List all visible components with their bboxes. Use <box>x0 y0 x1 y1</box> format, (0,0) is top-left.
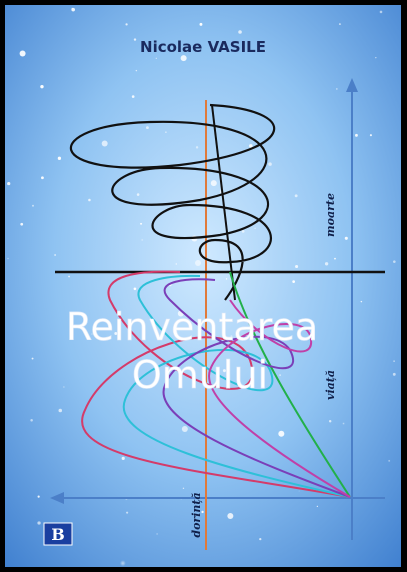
star <box>41 176 44 180</box>
label-dorinta: dorință <box>190 492 203 537</box>
star <box>31 357 34 360</box>
star <box>40 84 44 89</box>
star <box>156 532 159 536</box>
star <box>182 487 185 490</box>
star <box>114 332 118 335</box>
stars <box>7 7 396 567</box>
star <box>338 23 341 26</box>
star <box>278 430 285 437</box>
publisher-logo-text: B <box>51 525 65 544</box>
star <box>126 511 129 514</box>
star <box>336 88 338 90</box>
star <box>175 263 178 265</box>
star <box>147 50 149 52</box>
arrow-head <box>50 492 64 504</box>
red-curve <box>81 270 351 498</box>
star <box>225 278 228 280</box>
star <box>230 334 233 338</box>
star <box>32 204 34 207</box>
star <box>7 257 9 260</box>
star <box>54 254 56 256</box>
star <box>241 229 245 233</box>
star <box>254 227 256 230</box>
star <box>133 287 137 291</box>
star <box>165 131 167 133</box>
star <box>316 505 318 507</box>
star <box>279 374 281 377</box>
star <box>58 408 63 413</box>
star <box>125 23 128 26</box>
star <box>37 521 41 525</box>
purple-curve <box>162 278 351 498</box>
star <box>140 238 144 242</box>
black-axis <box>211 104 236 301</box>
star <box>344 236 348 240</box>
star <box>198 318 201 321</box>
star <box>295 264 299 269</box>
star <box>379 10 383 14</box>
star <box>392 372 396 376</box>
star <box>133 38 137 41</box>
star <box>180 55 187 62</box>
publisher-logo <box>43 522 73 546</box>
star <box>71 7 75 12</box>
star <box>222 369 226 373</box>
star <box>119 560 126 567</box>
star <box>181 425 188 432</box>
star <box>37 495 40 498</box>
star <box>324 262 329 266</box>
label-viata: viață <box>324 370 337 400</box>
star <box>20 222 24 226</box>
star <box>19 50 26 57</box>
star <box>131 95 135 98</box>
star <box>57 156 62 160</box>
star <box>63 386 65 388</box>
star <box>101 140 108 147</box>
star <box>140 222 143 225</box>
star <box>145 126 149 130</box>
star <box>369 134 372 137</box>
author: Nicolae VASILE <box>140 38 266 56</box>
star <box>263 49 266 52</box>
star <box>328 419 332 423</box>
star <box>155 57 158 60</box>
star <box>7 181 11 186</box>
cyan-curve <box>122 274 351 498</box>
star <box>238 30 242 34</box>
star <box>88 198 91 202</box>
title-line-2: Omului <box>132 353 268 397</box>
star <box>292 280 295 283</box>
star <box>195 146 199 149</box>
star <box>249 144 253 148</box>
star <box>342 422 345 425</box>
star <box>259 537 262 541</box>
green-curve <box>229 271 351 498</box>
star <box>30 419 33 422</box>
star <box>227 512 234 519</box>
star <box>210 180 217 187</box>
star <box>294 194 298 198</box>
star <box>392 360 396 363</box>
star <box>375 56 377 59</box>
label-moarte: moarte <box>324 193 337 237</box>
star <box>135 69 138 72</box>
star <box>360 300 363 303</box>
title-line-1: Reinventarea <box>66 305 318 349</box>
star <box>121 456 125 460</box>
star <box>268 162 272 166</box>
star <box>201 510 204 514</box>
star <box>90 332 94 336</box>
star <box>136 193 140 196</box>
arrow-head <box>346 78 358 92</box>
star <box>194 259 201 266</box>
star <box>199 22 203 26</box>
star <box>355 133 358 137</box>
star <box>387 459 391 463</box>
star <box>334 257 336 260</box>
star <box>393 260 396 263</box>
star <box>68 275 70 278</box>
star <box>298 490 300 492</box>
magenta-curve <box>208 299 351 498</box>
